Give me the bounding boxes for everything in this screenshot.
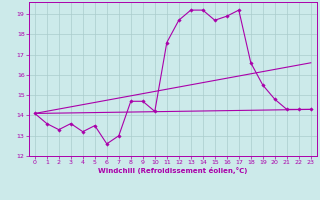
X-axis label: Windchill (Refroidissement éolien,°C): Windchill (Refroidissement éolien,°C) [98, 167, 247, 174]
